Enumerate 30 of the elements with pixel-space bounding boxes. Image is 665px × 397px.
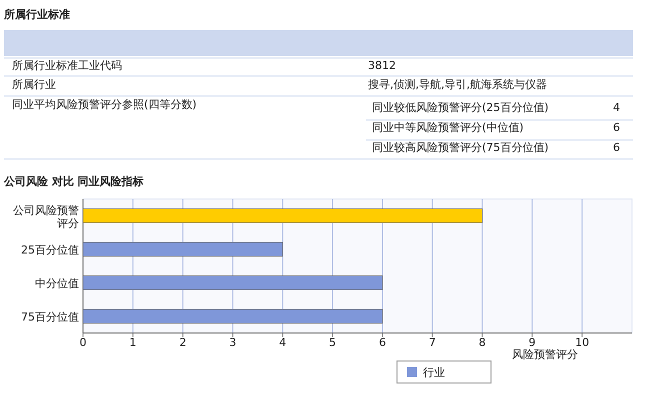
text: 6 <box>613 121 620 134</box>
text: 4 <box>613 101 620 114</box>
y-tick-label: 75百分位值 <box>21 310 79 324</box>
text: 同业较低风险预警评分(25百分位值) <box>372 101 549 114</box>
text: 3812 <box>368 59 396 72</box>
text: 搜寻,侦测,导航,导引,航海系统与仪器 <box>368 78 547 91</box>
x-tick-label: 4 <box>279 336 286 349</box>
text: 同业中等风险预警评分(中位值) <box>372 121 524 134</box>
y-tick-label: 中分位值 <box>35 276 79 290</box>
x-tick-label: 6 <box>378 336 386 349</box>
text: 所属行业标准工业代码 <box>12 59 122 72</box>
x-tick-label: 8 <box>478 336 486 349</box>
x-tick-label: 9 <box>528 336 536 349</box>
x-tick-label: 3 <box>229 336 236 349</box>
text: 同业较高风险预警评分(75百分位值) <box>372 141 549 154</box>
text: 所属行业标准 <box>3 8 70 21</box>
y-tick-label: 公司风险预警评分 <box>13 204 79 230</box>
x-axis-title: 风险预警评分 <box>512 348 578 361</box>
text: 同业平均风险预警评分参照(四等分数) <box>12 98 197 111</box>
x-tick-label: 0 <box>80 336 86 349</box>
text: 所属行业 <box>12 78 56 91</box>
x-tick-label: 2 <box>179 336 186 349</box>
legend-label: 行业 <box>423 366 445 379</box>
chart-title: 公司风险 对比 同业风险指标 <box>3 175 144 188</box>
y-tick-label: 25百分位值 <box>21 243 79 256</box>
x-tick-label: 1 <box>129 336 136 349</box>
x-tick-label: 5 <box>329 336 336 349</box>
text: 6 <box>613 141 620 154</box>
x-tick-label: 7 <box>428 336 436 349</box>
x-tick-label: 10 <box>575 336 590 349</box>
